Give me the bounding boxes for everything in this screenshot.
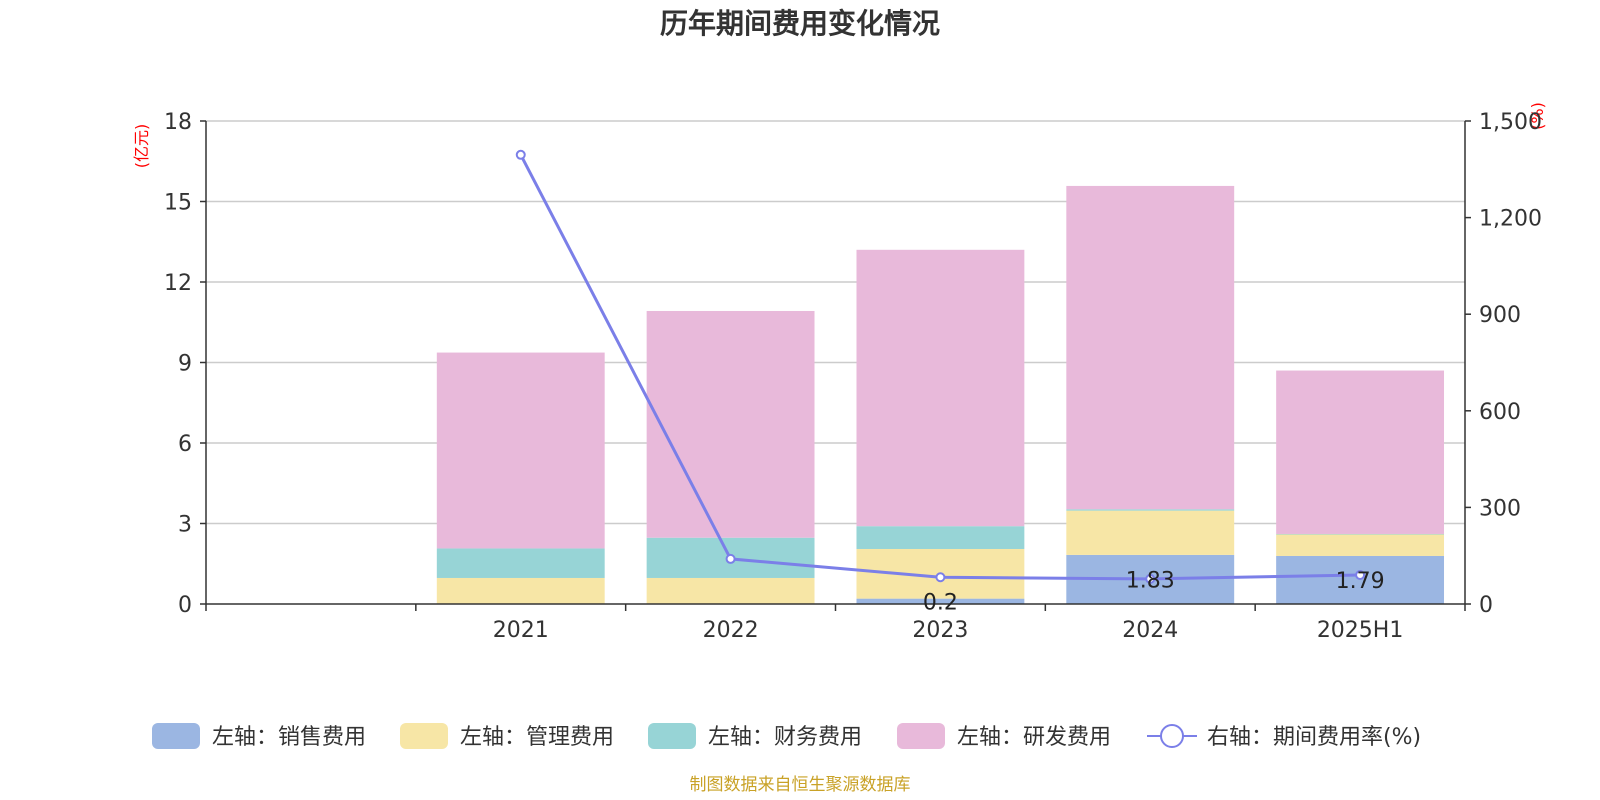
left-axis-tick-label: 18 (164, 110, 192, 135)
line-point (515, 149, 526, 160)
legend-swatch (400, 723, 448, 749)
legend-label: 左轴：研发费用 (957, 725, 1111, 750)
left-axis-tick-label: 6 (178, 432, 192, 457)
legend-label: 左轴：财务费用 (708, 725, 862, 750)
x-axis-tick-label: 2021 (493, 618, 549, 643)
left-axis-tick-label: 12 (164, 271, 192, 296)
line-point (1145, 573, 1156, 584)
legend-label: 左轴：销售费用 (212, 725, 366, 750)
left-axis-unit: (亿元) (132, 124, 151, 169)
legend: 左轴：销售费用 左轴：管理费用 左轴：财务费用 左轴：研发费用 右轴：期间费用率(%) (152, 723, 1421, 750)
source-note: 制图数据来自恒生聚源数据库 (690, 775, 911, 795)
x-axis-tick-label: 2024 (1122, 618, 1178, 643)
bar-segment (1066, 185, 1235, 510)
right-axis-tick-label: 0 (1479, 593, 1493, 618)
bar-segment (856, 249, 1025, 527)
bar-segment (1276, 370, 1445, 534)
bar-segment (436, 577, 605, 604)
right-axis-tick-label: 1,200 (1479, 207, 1542, 232)
bar-data-label: 1.83 (1126, 568, 1175, 593)
legend-marker (1160, 724, 1184, 748)
right-axis-tick-label: 900 (1479, 303, 1521, 328)
legend-label: 右轴：期间费用率(%) (1207, 725, 1421, 750)
x-axis-tick-label: 2023 (912, 618, 968, 643)
right-axis-tick-label: 300 (1479, 496, 1521, 521)
bar-segment (1276, 534, 1445, 556)
line-point (935, 572, 946, 583)
legend-label: 左轴：管理费用 (460, 725, 614, 750)
right-axis-tick-label: 1,500 (1479, 110, 1542, 135)
line-layer (515, 149, 1366, 584)
bar-segment (646, 310, 815, 538)
left-axis-tick-label: 15 (164, 191, 192, 216)
line-point (725, 553, 736, 564)
bar-layer (436, 185, 1445, 604)
legend-swatch (152, 723, 200, 749)
bar-segment (1066, 510, 1235, 555)
bar-segment (436, 548, 605, 578)
bar-data-label: 0.2 (923, 590, 958, 615)
axes: 0 3 6 9 12 15 18 0 300 600 900 1,200 1,500 2021 2022 20… (164, 110, 1542, 643)
data-labels: 0.2 1.83 1.79 (923, 568, 1385, 615)
legend-swatch (897, 723, 945, 749)
right-axis-tick-label: 600 (1479, 400, 1521, 425)
chart-title: 历年期间费用变化情况 (660, 7, 940, 40)
x-axis-tick-label: 2022 (703, 618, 759, 643)
line-point (1355, 570, 1366, 581)
legend-swatch (648, 723, 696, 749)
bar-segment (1276, 533, 1445, 535)
gridlines (206, 120, 1465, 525)
left-axis-tick-label: 0 (178, 593, 192, 618)
left-axis-tick-label: 9 (178, 352, 192, 377)
bar-segment (856, 598, 1025, 604)
right-axis-unit: (%) (1528, 102, 1547, 130)
bar-segment (856, 526, 1025, 549)
bar-data-label: 1.79 (1336, 569, 1385, 594)
left-axis-tick-label: 3 (178, 513, 192, 538)
bar-segment (1066, 509, 1235, 511)
x-axis-tick-label: 2025H1 (1317, 618, 1404, 643)
bar-segment (436, 352, 605, 549)
bar-segment (646, 577, 815, 604)
